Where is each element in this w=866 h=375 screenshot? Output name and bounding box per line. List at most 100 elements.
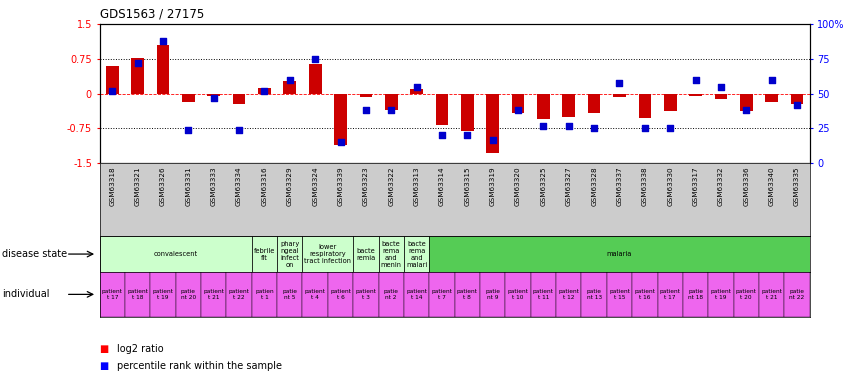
Text: ■: ■	[100, 361, 109, 370]
Text: patient
t 16: patient t 16	[635, 289, 656, 300]
Point	[156, 38, 170, 44]
Text: GSM63328: GSM63328	[591, 167, 598, 206]
Point	[207, 95, 221, 101]
Text: individual: individual	[2, 290, 49, 299]
Bar	[613, 94, 626, 98]
Bar	[556, 272, 581, 317]
Text: patient
t 4: patient t 4	[305, 289, 326, 300]
Text: patie
nt 5: patie nt 5	[282, 289, 297, 300]
Text: bacte
rema
and
menin: bacte rema and menin	[381, 241, 402, 268]
Text: patie
nt 9: patie nt 9	[485, 289, 501, 300]
Text: GSM63316: GSM63316	[262, 167, 268, 206]
Bar	[410, 89, 423, 94]
Text: patient
t 11: patient t 11	[533, 289, 554, 300]
Bar	[378, 236, 404, 272]
Bar	[531, 272, 556, 317]
Text: patient
t 19: patient t 19	[152, 289, 173, 300]
Bar	[151, 272, 176, 317]
Bar	[233, 94, 245, 104]
Text: GSM63334: GSM63334	[236, 167, 242, 206]
Text: patient
t 7: patient t 7	[431, 289, 452, 300]
Bar	[359, 94, 372, 98]
Text: patient
t 18: patient t 18	[127, 289, 148, 300]
Text: GSM63326: GSM63326	[160, 167, 166, 206]
Bar	[353, 272, 378, 317]
Bar	[334, 94, 347, 145]
Bar	[207, 94, 220, 96]
Text: patient
t 14: patient t 14	[406, 289, 427, 300]
Bar	[132, 58, 144, 94]
Bar	[785, 272, 810, 317]
Point	[461, 132, 475, 138]
Bar	[607, 272, 632, 317]
Text: phary
ngeal
infect
on: phary ngeal infect on	[281, 241, 300, 268]
Bar	[328, 272, 353, 317]
Point	[308, 56, 322, 62]
Point	[181, 127, 195, 133]
Text: patient
t 21: patient t 21	[204, 289, 224, 300]
Bar	[759, 272, 785, 317]
Bar	[430, 272, 455, 317]
Bar	[588, 94, 600, 113]
Bar	[714, 94, 727, 99]
Bar	[506, 272, 531, 317]
Bar	[436, 94, 449, 125]
Bar	[378, 272, 404, 317]
Text: patient
t 10: patient t 10	[507, 289, 528, 300]
Point	[257, 88, 271, 94]
Bar	[455, 272, 480, 317]
Text: patie
nt 2: patie nt 2	[384, 289, 398, 300]
Bar	[100, 272, 125, 317]
Bar	[176, 272, 201, 317]
Text: GSM63335: GSM63335	[794, 167, 800, 206]
Bar	[182, 94, 195, 102]
Point	[511, 107, 525, 113]
Bar	[562, 94, 575, 117]
Point	[638, 125, 652, 132]
Bar	[683, 272, 708, 317]
Text: patie
nt 13: patie nt 13	[586, 289, 602, 300]
Text: patien
t 1: patien t 1	[255, 289, 274, 300]
Bar	[283, 81, 296, 94]
Bar	[125, 272, 151, 317]
Bar	[487, 94, 499, 153]
Bar	[689, 94, 702, 96]
Point	[435, 132, 449, 138]
Point	[486, 136, 500, 142]
Text: log2 ratio: log2 ratio	[117, 344, 164, 354]
Bar	[385, 94, 397, 110]
Text: patient
t 19: patient t 19	[710, 289, 732, 300]
Text: GSM63314: GSM63314	[439, 167, 445, 206]
Bar	[277, 272, 302, 317]
Bar	[252, 236, 277, 272]
Point	[131, 60, 145, 66]
Bar	[430, 236, 810, 272]
Text: GSM63319: GSM63319	[489, 167, 495, 206]
Text: patient
t 12: patient t 12	[559, 289, 579, 300]
Text: patie
nt 18: patie nt 18	[688, 289, 703, 300]
Bar	[404, 272, 430, 317]
Point	[283, 77, 297, 83]
Bar	[581, 272, 607, 317]
Text: GSM63325: GSM63325	[540, 167, 546, 206]
Bar	[632, 272, 657, 317]
Point	[714, 84, 727, 90]
Point	[333, 140, 347, 146]
Text: GDS1563 / 27175: GDS1563 / 27175	[100, 8, 204, 21]
Text: GSM63339: GSM63339	[338, 167, 344, 206]
Bar	[734, 272, 759, 317]
Text: patient
t 17: patient t 17	[660, 289, 681, 300]
Text: patie
nt 22: patie nt 22	[790, 289, 805, 300]
Text: GSM63332: GSM63332	[718, 167, 724, 206]
Text: patient
t 3: patient t 3	[355, 289, 377, 300]
Text: patie
nt 20: patie nt 20	[181, 289, 196, 300]
Text: bacte
rema
and
malari: bacte rema and malari	[406, 241, 427, 268]
Text: GSM63333: GSM63333	[210, 167, 216, 206]
Text: patient
t 6: patient t 6	[330, 289, 351, 300]
Bar	[100, 236, 252, 272]
Text: GSM63320: GSM63320	[515, 167, 521, 206]
Text: GSM63336: GSM63336	[743, 167, 749, 206]
Bar	[226, 272, 252, 317]
Text: GSM63322: GSM63322	[388, 167, 394, 206]
Text: disease state: disease state	[2, 249, 67, 259]
